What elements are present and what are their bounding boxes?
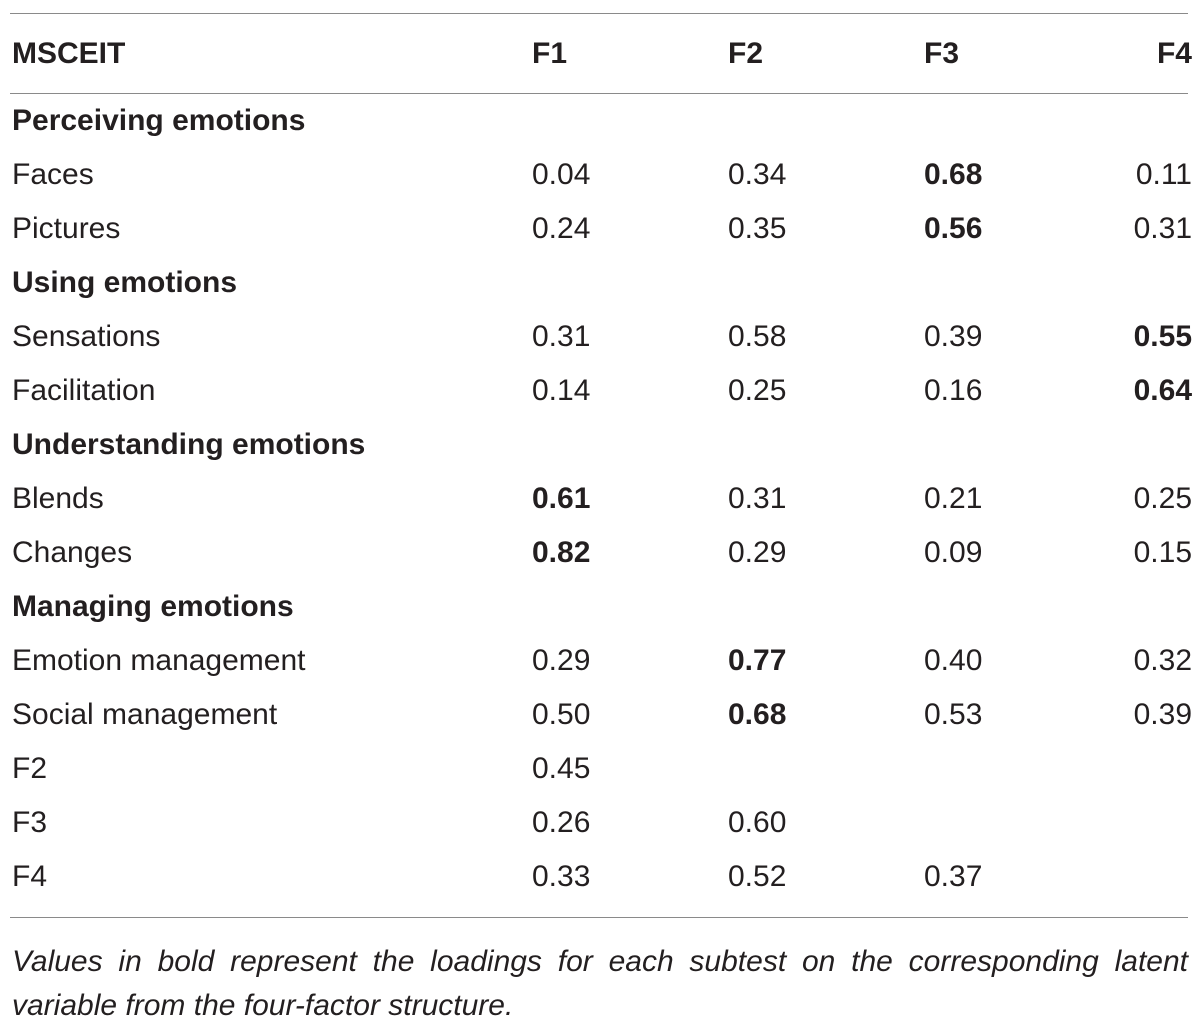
cell-f3: 0.16 [924, 374, 983, 407]
cell-f4: 0.32 [1133, 644, 1192, 677]
cell-f2: 0.35 [728, 212, 787, 245]
group-label: Understanding emotions [12, 428, 366, 461]
table-footnote: Values in bold represent the loadings fo… [12, 945, 1188, 1022]
cell-f1: 0.45 [532, 752, 591, 785]
cell-f4: 0.39 [1133, 698, 1192, 731]
cell-f2 [728, 742, 924, 796]
group-label: Managing emotions [12, 590, 294, 623]
header-msceit: MSCEIT [12, 36, 126, 70]
cell-f1: 0.61 [532, 482, 591, 515]
cell-f3: 0.37 [924, 860, 983, 893]
header-f1: F1 [532, 36, 568, 70]
cell-f2: 0.25 [728, 374, 787, 407]
cell-f3: 0.39 [924, 320, 983, 353]
cell-f2: 0.31 [728, 482, 787, 515]
cell-f4 [1120, 850, 1192, 904]
cell-f4: 0.15 [1133, 536, 1192, 569]
cell-f1: 0.14 [532, 374, 591, 407]
cell-f3 [924, 742, 1120, 796]
cell-f1: 0.04 [532, 158, 591, 191]
table-body: Perceiving emotions Faces 0.04 0.34 0.68 0.11… [12, 93, 1192, 904]
cell-f4: 0.55 [1133, 320, 1192, 353]
row-label: Social management [12, 698, 278, 731]
header-f4: F4 [1156, 36, 1192, 70]
loadings-table: MSCEIT F1 F2 F3 F4 Perceiving emotions Fa… [12, 14, 1192, 904]
table-row: Emotion management 0.29 0.77 0.40 0.32 [12, 634, 1192, 688]
cell-f3: 0.68 [924, 158, 983, 191]
table-row: Faces 0.04 0.34 0.68 0.11 [12, 148, 1192, 202]
row-label: Emotion management [12, 644, 306, 677]
row-label: F4 [12, 860, 48, 893]
cell-f2: 0.58 [728, 320, 787, 353]
table-row: Sensations 0.31 0.58 0.39 0.55 [12, 310, 1192, 364]
row-label: Sensations [12, 320, 161, 353]
row-label: F2 [12, 752, 48, 785]
row-label: Pictures [12, 212, 121, 245]
group-label: Perceiving emotions [12, 104, 306, 137]
cell-f1: 0.24 [532, 212, 591, 245]
group-header-row: Managing emotions [12, 580, 1192, 634]
cell-f1: 0.50 [532, 698, 591, 731]
cell-f2: 0.68 [728, 698, 787, 731]
row-label: Facilitation [12, 374, 156, 407]
cell-f4: 0.64 [1133, 374, 1192, 407]
cell-f1: 0.31 [532, 320, 591, 353]
cell-f4: 0.11 [1135, 158, 1192, 191]
cell-f2: 0.77 [728, 644, 787, 677]
table-bottom-rule [10, 917, 1188, 918]
cell-f3: 0.56 [924, 212, 983, 245]
table-row: Pictures 0.24 0.35 0.56 0.31 [12, 202, 1192, 256]
cell-f3: 0.40 [924, 644, 983, 677]
cell-f2: 0.29 [728, 536, 787, 569]
cell-f1: 0.26 [532, 806, 591, 839]
cell-f3: 0.53 [924, 698, 983, 731]
table-row: F3 0.26 0.60 [12, 796, 1192, 850]
cell-f3: 0.21 [924, 482, 983, 515]
cell-f4 [1120, 742, 1192, 796]
header-row: MSCEIT F1 F2 F3 F4 [12, 14, 1192, 93]
table-row: Facilitation 0.14 0.25 0.16 0.64 [12, 364, 1192, 418]
group-label: Using emotions [12, 266, 238, 299]
cell-f1: 0.29 [532, 644, 591, 677]
row-label: Faces [12, 158, 94, 191]
cell-f4: 0.25 [1133, 482, 1192, 515]
cell-f3 [924, 796, 1120, 850]
header-f3: F3 [924, 36, 960, 70]
row-label: Changes [12, 536, 133, 569]
cell-f2: 0.34 [728, 158, 787, 191]
group-header-row: Using emotions [12, 256, 1192, 310]
group-header-row: Perceiving emotions [12, 93, 1192, 148]
table-row: Social management 0.50 0.68 0.53 0.39 [12, 688, 1192, 742]
cell-f4 [1120, 796, 1192, 850]
cell-f1: 0.82 [532, 536, 591, 569]
cell-f2: 0.60 [728, 806, 787, 839]
group-header-row: Understanding emotions [12, 418, 1192, 472]
row-label: Blends [12, 482, 104, 515]
header-f2: F2 [728, 36, 764, 70]
row-label: F3 [12, 806, 48, 839]
table-row: F2 0.45 [12, 742, 1192, 796]
table-top-rule [10, 13, 1188, 14]
table-header-rule [10, 93, 1188, 94]
cell-f1: 0.33 [532, 860, 591, 893]
cell-f4: 0.31 [1133, 212, 1192, 245]
cell-f2: 0.52 [728, 860, 787, 893]
table-row: Blends 0.61 0.31 0.21 0.25 [12, 472, 1192, 526]
table-row: F4 0.33 0.52 0.37 [12, 850, 1192, 904]
table-row: Changes 0.82 0.29 0.09 0.15 [12, 526, 1192, 580]
cell-f3: 0.09 [924, 536, 983, 569]
